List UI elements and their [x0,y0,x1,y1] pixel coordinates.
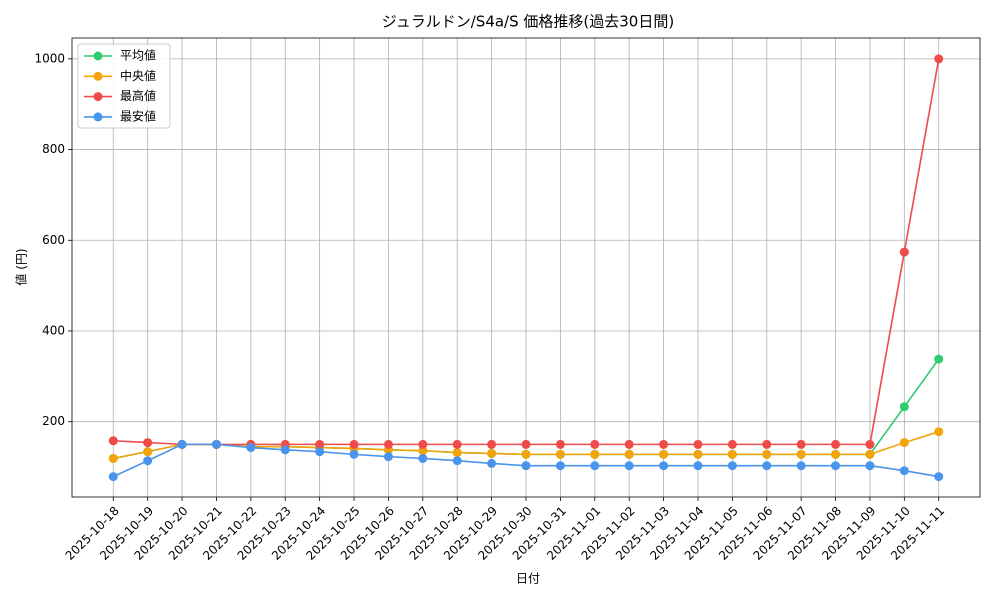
data-point [521,461,531,471]
data-point [487,458,497,468]
data-point [831,439,841,449]
data-point [727,439,737,449]
data-point [143,438,153,448]
data-point [452,439,462,449]
data-point [899,247,909,257]
data-point [659,461,669,471]
data-point [934,427,944,437]
data-point [899,438,909,448]
data-point [383,452,393,462]
data-point [211,439,221,449]
data-point [899,466,909,476]
legend-label: 最安値 [120,108,156,123]
data-point [590,449,600,459]
data-point [934,354,944,364]
data-point [521,449,531,459]
data-point [246,443,256,453]
data-point [452,456,462,466]
data-point [280,445,290,455]
data-point [865,461,875,471]
data-point [762,449,772,459]
legend-marker [93,51,103,61]
data-point [796,461,806,471]
data-point [693,461,703,471]
data-point [865,439,875,449]
data-point [108,453,118,463]
legend-label: 最高値 [120,88,156,103]
data-point [624,461,634,471]
y-axis-label: 値 (円) [14,248,29,285]
data-point [762,439,772,449]
legend-marker [93,71,103,81]
legend-label: 平均値 [120,48,156,63]
x-axis-label: 日付 [516,572,540,586]
data-point [831,449,841,459]
data-point [831,461,841,471]
data-point [934,54,944,64]
data-point [315,447,325,457]
data-point [418,439,428,449]
y-tick-label: 600 [42,233,65,247]
legend-box [77,43,171,129]
data-point [762,461,772,471]
data-point [796,439,806,449]
data-point [590,461,600,471]
data-point [659,449,669,459]
data-point [693,449,703,459]
data-point [590,439,600,449]
data-point [487,439,497,449]
data-point [555,461,565,471]
y-tick-label: 200 [42,414,65,428]
data-point [934,472,944,482]
data-point [349,449,359,459]
data-point [143,456,153,466]
data-point [418,453,428,463]
data-point [796,449,806,459]
data-point [555,449,565,459]
legend-marker [93,112,103,122]
data-point [143,447,153,457]
data-point [315,439,325,449]
y-tick-label: 1000 [34,51,65,65]
data-point [865,449,875,459]
data-point [108,472,118,482]
legend-marker [93,92,103,102]
y-tick-label: 800 [42,142,65,156]
data-point [521,439,531,449]
data-point [693,439,703,449]
legend-label: 中央値 [120,68,156,83]
data-point [727,461,737,471]
data-point [452,448,462,458]
y-tick-label: 400 [42,323,65,337]
data-point [487,448,497,458]
data-point [418,446,428,456]
plot-frame [71,37,981,498]
chart-title: ジュラルドン/S4a/S 価格推移(過去30日間) [382,13,674,31]
data-point [349,439,359,449]
data-point [899,402,909,412]
data-point [383,439,393,449]
data-point [555,439,565,449]
data-point [624,449,634,459]
data-point [108,436,118,446]
data-point [727,449,737,459]
data-point [659,439,669,449]
data-point [624,439,634,449]
data-point [177,439,187,449]
